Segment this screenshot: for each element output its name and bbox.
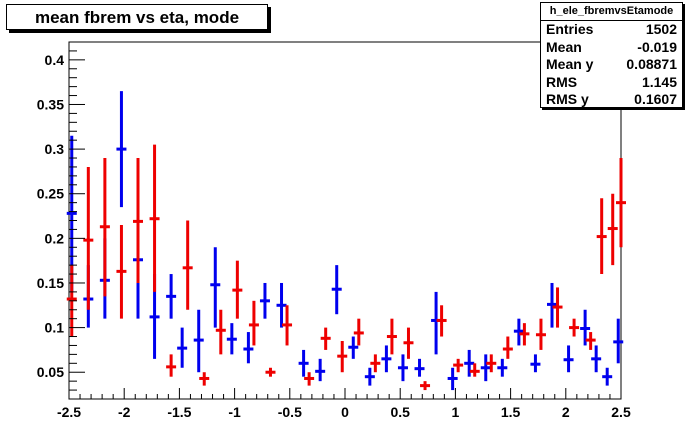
x-tick-label: 2.5 bbox=[611, 404, 631, 420]
x-tick-label: -2.5 bbox=[57, 404, 81, 420]
axis-layer: -2.5 -2 -1.5 -1 -0.5 0 0.5 1 1.5 2 2.5 0.05 0.1 0.15 0… bbox=[37, 41, 631, 420]
y-tick-label: 0.25 bbox=[37, 186, 64, 202]
x-tick-label: 0.5 bbox=[390, 404, 410, 420]
chart-title: mean fbrem vs eta, mode bbox=[34, 8, 240, 27]
y-tick-label: 0.1 bbox=[45, 320, 65, 336]
y-tick-label: 0.15 bbox=[37, 275, 64, 291]
stats-row-rms-y: RMS y 0.1607 bbox=[541, 91, 682, 109]
x-tick-label: 1 bbox=[452, 404, 460, 420]
x-tick-label: 0 bbox=[341, 404, 349, 420]
stats-histogram-name: h_ele_fbremvsEtamode bbox=[541, 3, 682, 21]
x-tick-label: -2 bbox=[118, 404, 131, 420]
series-red bbox=[66, 144, 626, 391]
x-tick-label: -1 bbox=[228, 404, 241, 420]
stats-label: Mean y bbox=[546, 56, 594, 72]
chart-title-box: mean fbrem vs eta, mode bbox=[6, 4, 268, 30]
x-tick-label: 2 bbox=[562, 404, 570, 420]
y-tick-label: 0.05 bbox=[37, 364, 64, 380]
stats-box: h_ele_fbremvsEtamode Entries 1502 Mean -… bbox=[540, 2, 683, 108]
stats-value: 1502 bbox=[645, 21, 677, 37]
y-tick-label: 0.2 bbox=[45, 230, 65, 246]
stats-value: -0.019 bbox=[637, 38, 677, 55]
series-layer bbox=[66, 91, 626, 391]
stats-label: RMS y bbox=[546, 91, 589, 107]
x-tick-label: -0.5 bbox=[278, 404, 302, 420]
stats-row-mean: Mean -0.019 bbox=[541, 39, 682, 57]
stats-value: 1.145 bbox=[641, 73, 677, 90]
plot-frame bbox=[68, 41, 622, 400]
stats-row-entries: Entries 1502 bbox=[541, 21, 682, 39]
stats-value: 0.1607 bbox=[634, 91, 677, 107]
y-tick-label: 0.3 bbox=[45, 141, 65, 157]
y-tick-label: 0.35 bbox=[37, 96, 64, 112]
x-tick-label: 1.5 bbox=[501, 404, 521, 420]
y-tick-label: 0.4 bbox=[45, 52, 65, 68]
stats-row-rms: RMS 1.145 bbox=[541, 74, 682, 92]
stats-label: RMS bbox=[546, 73, 578, 90]
stats-value: 0.08871 bbox=[626, 56, 677, 72]
stats-row-mean-y: Mean y 0.08871 bbox=[541, 56, 682, 74]
stats-label: Entries bbox=[546, 21, 594, 37]
stats-label: Mean bbox=[546, 38, 582, 55]
x-tick-label: -1.5 bbox=[167, 404, 191, 420]
